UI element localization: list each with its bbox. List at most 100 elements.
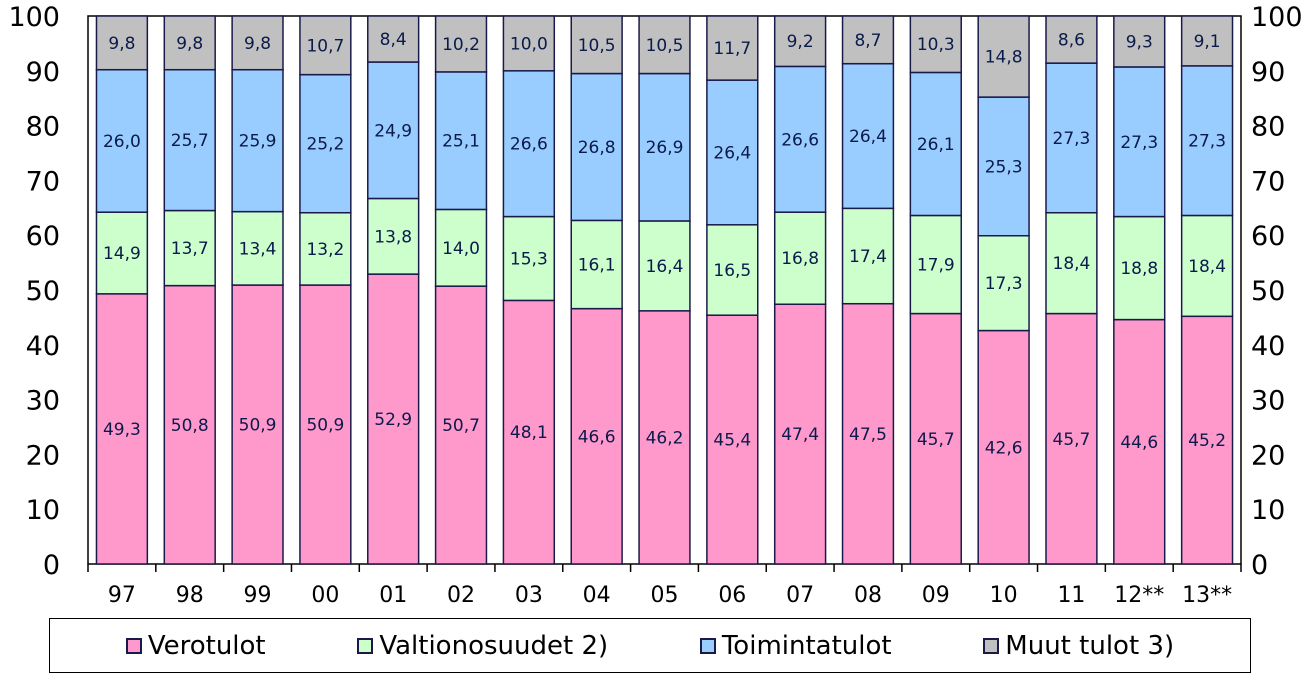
- bar-segment: [706, 314, 759, 565]
- legend-swatch: [357, 637, 374, 654]
- data-label: 42,6: [985, 438, 1023, 458]
- legend-label: Toimintatulot: [721, 630, 892, 661]
- data-label: 45,7: [917, 430, 955, 450]
- bar-segment: [977, 329, 1030, 565]
- y-tick-label-right: 60: [1251, 221, 1285, 252]
- data-label: 49,3: [103, 420, 141, 440]
- data-label: 47,5: [849, 425, 887, 445]
- data-label: 26,4: [713, 143, 751, 163]
- legend-item: Toimintatulot: [699, 630, 892, 661]
- data-label: 10,0: [510, 34, 548, 54]
- data-label: 10,2: [442, 35, 480, 55]
- data-label: 10,3: [917, 35, 955, 55]
- y-tick-label-right: 90: [1251, 57, 1285, 88]
- y-tick-label-left: 0: [43, 550, 60, 581]
- bar-segment: [773, 211, 827, 305]
- y-tick-label-right: 70: [1251, 166, 1285, 197]
- bar-segment: [638, 220, 691, 312]
- bar-segment: [367, 61, 420, 200]
- y-tick-label-left: 100: [8, 2, 60, 33]
- y-tick-label-right: 20: [1251, 440, 1285, 471]
- data-label: 52,9: [374, 410, 412, 430]
- legend-swatch: [699, 637, 716, 654]
- x-tick-label: 97: [108, 583, 136, 608]
- legend-item: Verotulot: [125, 630, 266, 661]
- bar-segment: [570, 72, 623, 222]
- bar-segment: [434, 285, 488, 565]
- bar-segment: [570, 307, 623, 565]
- data-label: 13,7: [171, 239, 209, 259]
- bar-segment: [231, 15, 284, 71]
- y-tick-label-right: 0: [1251, 550, 1268, 581]
- y-tick-label-left: 20: [26, 440, 60, 471]
- y-tick-label-left: 50: [26, 276, 60, 307]
- chart-legend: Verotulot Valtionosuudet 2) Toimintatulot M…: [49, 618, 1251, 673]
- x-tick-label: 04: [583, 583, 611, 608]
- bar-segment: [299, 73, 352, 214]
- legend-label: Verotulot: [147, 630, 266, 661]
- bar-segment: [706, 79, 759, 226]
- y-tick-label-left: 60: [26, 221, 60, 252]
- x-tick-label: 07: [786, 583, 814, 608]
- data-label: 45,4: [713, 431, 751, 451]
- data-label: 26,9: [646, 138, 684, 158]
- data-label: 13,2: [306, 240, 344, 260]
- legend-swatch: [125, 637, 142, 654]
- bar-segment: [841, 15, 895, 65]
- bar-segment: [502, 15, 556, 72]
- bar-segment: [1180, 315, 1234, 565]
- data-label: 27,3: [1120, 133, 1158, 153]
- data-label: 26,6: [510, 135, 548, 155]
- bar-segment: [502, 70, 556, 218]
- bar-segment: [1113, 318, 1166, 565]
- data-label: 17,4: [849, 247, 887, 267]
- data-label: 8,7: [854, 31, 881, 51]
- data-label: 16,5: [713, 261, 751, 281]
- data-label: 26,1: [917, 135, 955, 155]
- bar-segment: [841, 302, 895, 565]
- data-label: 17,9: [917, 256, 955, 276]
- legend-item: Valtionosuudet 2): [357, 631, 608, 661]
- data-label: 25,3: [985, 157, 1023, 177]
- y-tick-label-right: 40: [1251, 331, 1285, 362]
- data-label: 50,7: [442, 416, 480, 436]
- bar-segment: [1045, 62, 1098, 214]
- data-label: 11,7: [713, 39, 751, 59]
- bar-segment: [299, 284, 352, 565]
- x-tick-label: 11: [1057, 583, 1085, 608]
- data-label: 16,1: [578, 256, 616, 276]
- x-tick-label: 98: [176, 583, 204, 608]
- x-tick-label: 03: [515, 583, 543, 608]
- bar-segment: [367, 197, 420, 275]
- x-tick-label: 10: [990, 583, 1018, 608]
- bar-segment: [95, 15, 149, 71]
- bar-segment: [231, 210, 284, 286]
- data-label: 25,2: [306, 135, 344, 155]
- y-tick-label-left: 10: [26, 495, 60, 526]
- data-label: 18,8: [1120, 259, 1158, 279]
- bar-segment: [909, 214, 962, 315]
- y-tick-label-left: 40: [26, 331, 60, 362]
- bar-segment: [95, 211, 149, 295]
- data-label: 44,6: [1120, 433, 1158, 453]
- bar-segment: [638, 15, 691, 75]
- data-label: 9,2: [787, 32, 814, 52]
- x-tick-label: 13**: [1182, 583, 1232, 608]
- bar-segment: [773, 15, 827, 68]
- bar-segment: [163, 68, 216, 212]
- bar-segment: [95, 293, 149, 565]
- legend-item: Muut tulot 3): [983, 631, 1174, 661]
- data-label: 17,3: [985, 274, 1023, 294]
- data-label: 26,8: [578, 138, 616, 158]
- data-label: 9,1: [1194, 32, 1221, 52]
- bar-segment: [1045, 15, 1098, 64]
- data-label: 27,3: [1053, 129, 1091, 149]
- x-tick-label: 05: [651, 583, 679, 608]
- data-label: 13,4: [239, 239, 277, 259]
- x-tick-label: 12**: [1114, 583, 1164, 608]
- bar-segment: [1045, 312, 1098, 565]
- legend-swatch: [983, 637, 1000, 654]
- bar-segment: [977, 96, 1030, 237]
- bar-segment: [163, 284, 216, 565]
